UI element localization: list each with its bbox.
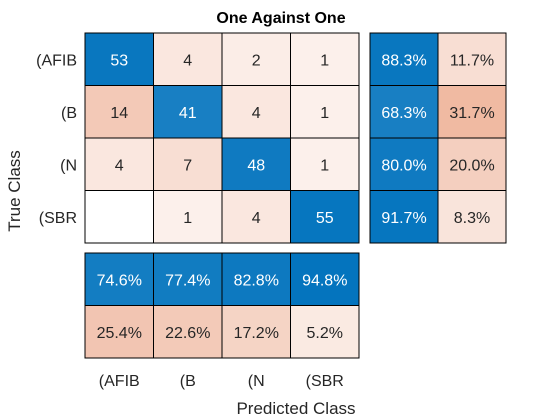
matrix-cell-label: 4: [115, 157, 124, 174]
column-summary-correct-label: 82.8%: [234, 272, 279, 289]
row-summary-incorrect: [437, 85, 507, 139]
matrix-cell-label: 4: [183, 52, 192, 69]
x-tick-label: (B: [180, 373, 196, 390]
matrix-cell: [290, 137, 360, 191]
row-summary-incorrect-label: 20.0%: [449, 157, 494, 174]
matrix-cell: [221, 32, 291, 86]
row-summary-incorrect-label: 8.3%: [454, 210, 490, 227]
x-axis-label: Predicted Class: [236, 399, 355, 418]
row-summary-correct: [369, 85, 439, 139]
y-tick-label: (N: [60, 157, 77, 174]
x-tick-label: (AFIB: [99, 373, 140, 390]
row-summary-correct: [369, 32, 439, 86]
column-summary-incorrect: [290, 305, 360, 359]
y-axis-label: True Class: [5, 150, 24, 232]
row-summary-incorrect: [437, 190, 507, 244]
matrix-cell: [290, 85, 360, 139]
column-summary-correct-label: 77.4%: [165, 272, 210, 289]
row-summary-correct-label: 68.3%: [381, 105, 426, 122]
matrix-cell-label: 1: [320, 105, 329, 122]
matrix-cell: [153, 137, 223, 191]
matrix-cell-label: 53: [110, 52, 128, 69]
x-tick-label: (SBR: [306, 373, 344, 390]
row-summary-correct-label: 80.0%: [381, 157, 426, 174]
matrix-cell: [153, 85, 223, 139]
row-summary-correct-label: 88.3%: [381, 52, 426, 69]
matrix-cell-label: 41: [179, 105, 197, 122]
row-summary-correct: [369, 190, 439, 244]
matrix-cell-label: 1: [183, 210, 192, 227]
column-summary-incorrect-label: 5.2%: [307, 325, 343, 342]
matrix-cell-label: 55: [316, 210, 334, 227]
matrix-cell: [84, 190, 154, 244]
chart-title: One Against One: [216, 10, 345, 27]
matrix-cell-label: 14: [110, 105, 128, 122]
matrix-cell: [84, 32, 154, 86]
column-summary-incorrect-label: 22.6%: [165, 325, 210, 342]
column-summary-incorrect: [153, 305, 223, 359]
matrix-cell-label: 1: [320, 52, 329, 69]
y-tick-label: (AFIB: [36, 52, 77, 69]
matrix-cell: [290, 32, 360, 86]
matrix-cell: [221, 190, 291, 244]
column-summary-incorrect-label: 17.2%: [234, 325, 279, 342]
row-summary-incorrect-label: 11.7%: [450, 52, 494, 69]
matrix-cell-label: 4: [252, 105, 261, 122]
matrix-cell-label: 1: [320, 157, 329, 174]
matrix-cell-label: 7: [183, 157, 192, 174]
y-tick-label: (B: [61, 105, 77, 122]
row-summary-incorrect-label: 31.7%: [449, 105, 494, 122]
row-summary-incorrect: [437, 137, 507, 191]
column-summary-correct: [290, 252, 360, 306]
y-tick-label: (SBR: [39, 210, 77, 227]
matrix-cell-label: 4: [252, 210, 261, 227]
matrix-cell: [153, 32, 223, 86]
row-summary-incorrect: [437, 32, 507, 86]
column-summary: 74.6% 77.4% 82.8% 94.8% 25.4% 22.6% 17.2% 5.2%: [84, 252, 360, 359]
confusion-matrix: 53 4 2 114 41 4 14 7 48 11 4 55: [84, 32, 360, 244]
matrix-cell: [290, 190, 360, 244]
column-summary-correct-label: 94.8%: [302, 272, 347, 289]
x-tick-label: (N: [248, 373, 265, 390]
column-summary-correct-label: 74.6%: [97, 272, 142, 289]
column-summary-correct: [153, 252, 223, 306]
class-tick-labels: (AFIB (AFIB (B (B (N (N (SBR (SBR: [36, 52, 344, 390]
row-summary-correct: [369, 137, 439, 191]
column-summary-incorrect-label: 25.4%: [97, 325, 142, 342]
row-summary-correct-label: 91.7%: [381, 210, 426, 227]
row-summary: 88.3% 11.7% 68.3% 31.7% 80.0% 20.0% 91.7% 8.3%: [369, 32, 507, 244]
column-summary-incorrect: [84, 305, 154, 359]
matrix-cell-label: 48: [247, 157, 265, 174]
matrix-cell-label: 2: [252, 52, 261, 69]
matrix-cell: [153, 190, 223, 244]
